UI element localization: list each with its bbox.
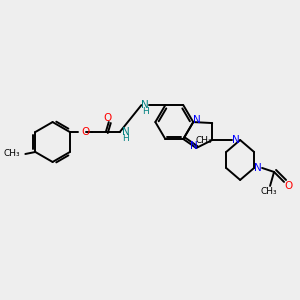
Text: H: H (142, 106, 149, 116)
Text: N: N (190, 141, 198, 151)
Text: O: O (104, 113, 112, 123)
Text: O: O (82, 127, 90, 137)
Text: O: O (284, 181, 292, 191)
Text: CH₃: CH₃ (196, 136, 212, 145)
Text: N: N (122, 127, 130, 137)
Text: N: N (254, 163, 262, 173)
Text: CH₃: CH₃ (4, 149, 20, 158)
Text: H: H (122, 134, 128, 142)
Text: CH₃: CH₃ (261, 188, 278, 196)
Text: N: N (194, 115, 201, 125)
Text: N: N (142, 100, 149, 110)
Text: N: N (232, 135, 240, 145)
